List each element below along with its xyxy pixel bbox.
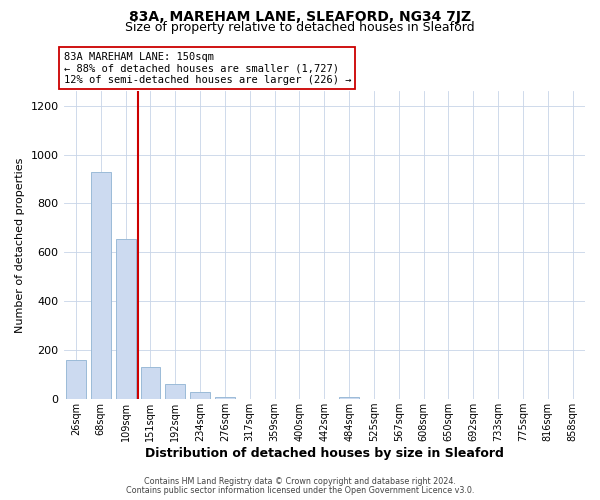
- Bar: [339, 396, 359, 399]
- Bar: [116, 239, 136, 399]
- Bar: [66, 360, 86, 399]
- Text: 83A MAREHAM LANE: 150sqm
← 88% of detached houses are smaller (1,727)
12% of sem: 83A MAREHAM LANE: 150sqm ← 88% of detach…: [64, 52, 351, 84]
- Bar: [166, 384, 185, 399]
- Text: Contains public sector information licensed under the Open Government Licence v3: Contains public sector information licen…: [126, 486, 474, 495]
- Bar: [140, 368, 160, 399]
- Text: Contains HM Land Registry data © Crown copyright and database right 2024.: Contains HM Land Registry data © Crown c…: [144, 477, 456, 486]
- Text: Size of property relative to detached houses in Sleaford: Size of property relative to detached ho…: [125, 21, 475, 34]
- Y-axis label: Number of detached properties: Number of detached properties: [15, 158, 25, 332]
- Bar: [215, 396, 235, 399]
- X-axis label: Distribution of detached houses by size in Sleaford: Distribution of detached houses by size …: [145, 447, 504, 460]
- Bar: [190, 392, 210, 399]
- Bar: [91, 172, 111, 399]
- Text: 83A, MAREHAM LANE, SLEAFORD, NG34 7JZ: 83A, MAREHAM LANE, SLEAFORD, NG34 7JZ: [129, 10, 471, 24]
